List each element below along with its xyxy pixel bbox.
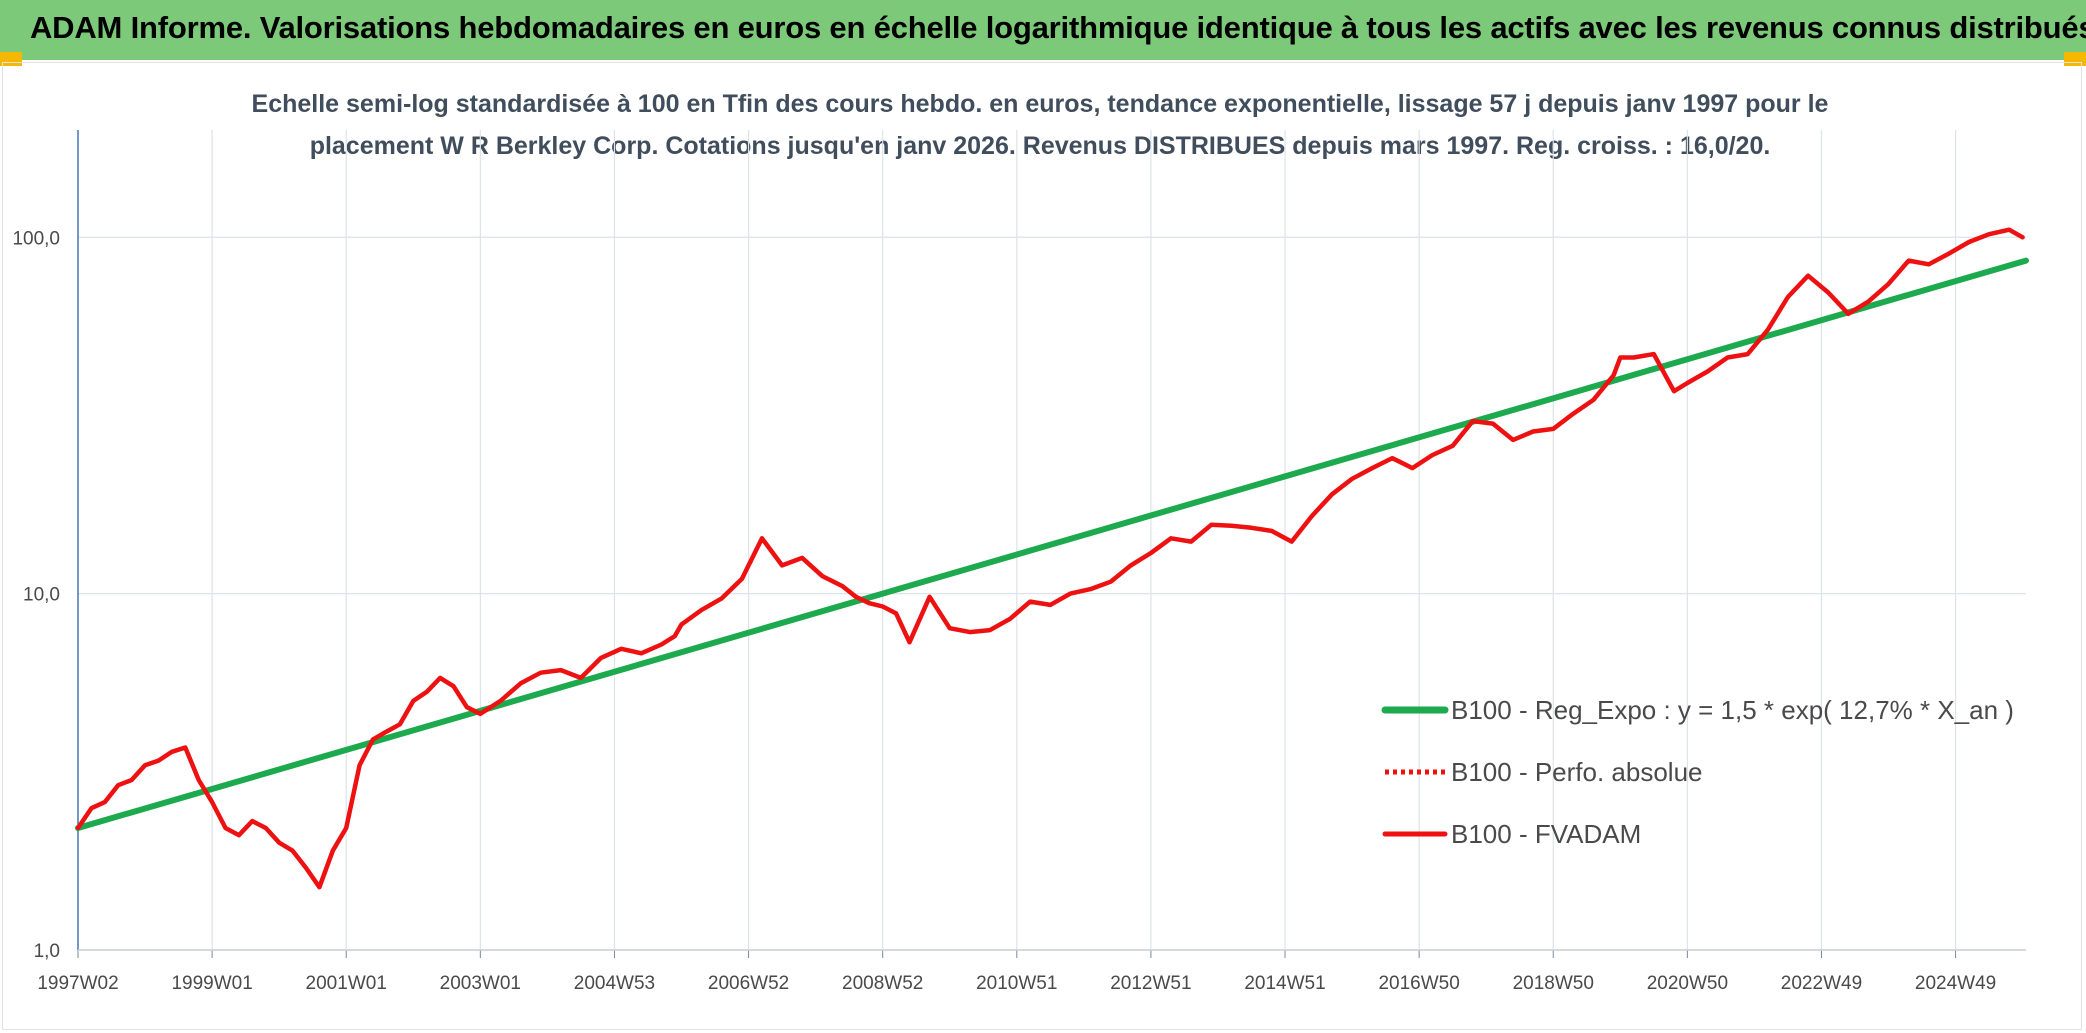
y-axis-labels: 1,0 10,0 100,0 [12, 228, 60, 962]
x-tick-label: 2003W01 [440, 973, 521, 994]
x-tick-label: 2008W52 [842, 973, 923, 994]
x-tick-label: 2006W52 [708, 973, 789, 994]
x-tick-label: 2022W49 [1781, 973, 1862, 994]
x-tick-label: 2018W50 [1513, 973, 1594, 994]
x-tick-label: 2016W50 [1378, 973, 1459, 994]
x-tick-label: 2001W01 [306, 973, 387, 994]
chart-title-line2: placement W R Berkley Corp. Cotations ju… [309, 132, 1771, 160]
x-tick-label: 2024W49 [1915, 973, 1996, 994]
x-tick-label: 2014W51 [1244, 973, 1325, 994]
x-tick-label: 2010W51 [976, 973, 1057, 994]
chart-title-line1: Echelle semi-log standardisée à 100 en T… [251, 90, 1829, 118]
chart-axes [77, 130, 2026, 958]
chart-grid [77, 130, 2026, 951]
y-tick-label: 10,0 [23, 585, 60, 606]
x-tick-label: 1999W01 [171, 973, 252, 994]
y-tick-label: 100,0 [12, 228, 60, 249]
x-axis-labels: 1997W02 1999W01 2001W01 2003W01 2004W53 2006W… [37, 973, 1996, 994]
chart-frame [2, 62, 2082, 1030]
chart-series [75, 227, 2029, 890]
x-tick-label: 2012W51 [1110, 973, 1191, 994]
legend-label-2: B100 - FVADAM [1451, 819, 1641, 849]
page-title: ADAM Informe. Valorisations hebdomadaire… [30, 10, 2086, 45]
legend-label-0: B100 - Reg_Expo : y = 1,5 * exp( 12,7% *… [1451, 695, 2014, 725]
header-banner: ADAM Informe. Valorisations hebdomadaire… [0, 0, 2086, 60]
series-line-2 [75, 227, 2025, 890]
x-tick-label: 2004W53 [574, 973, 655, 994]
x-tick-label: 1997W02 [37, 973, 118, 994]
y-tick-label: 1,0 [34, 941, 60, 962]
series-line-0 [75, 257, 2029, 831]
legend-label-1: B100 - Perfo. absolue [1451, 757, 1703, 787]
chart-legend: B100 - Reg_Expo : y = 1,5 * exp( 12,7% *… [1381, 695, 2014, 849]
x-tick-label: 2020W50 [1647, 973, 1728, 994]
